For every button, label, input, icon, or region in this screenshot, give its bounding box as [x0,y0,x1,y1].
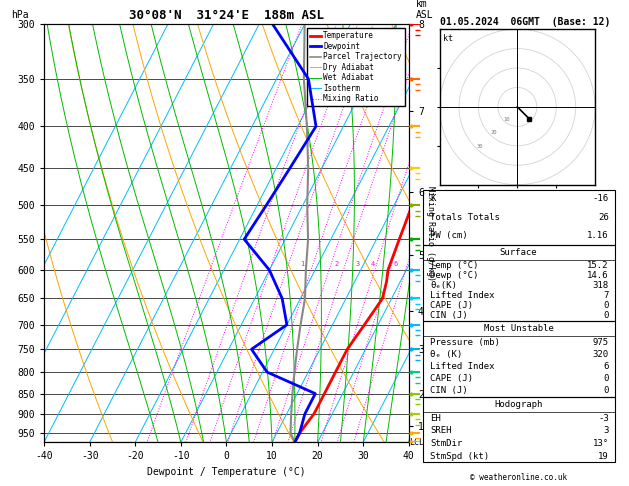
Y-axis label: Mixing Ratio (g/kg): Mixing Ratio (g/kg) [426,186,435,281]
Text: kt: kt [443,34,454,43]
Text: 1.16: 1.16 [587,231,609,241]
Text: Dewp (°C): Dewp (°C) [430,271,479,280]
Text: 26: 26 [598,213,609,222]
Text: Totals Totals: Totals Totals [430,213,500,222]
Text: 6: 6 [394,261,398,267]
Text: CIN (J): CIN (J) [430,312,468,320]
Text: 14.6: 14.6 [587,271,609,280]
Text: θₑ (K): θₑ (K) [430,350,462,359]
Text: Pressure (mb): Pressure (mb) [430,338,500,347]
Text: 0: 0 [603,312,609,320]
Text: LCL: LCL [409,438,424,447]
Text: CAPE (J): CAPE (J) [430,301,474,310]
Bar [423,321,615,397]
Text: Surface: Surface [500,248,537,257]
Text: 01.05.2024  06GMT  (Base: 12): 01.05.2024 06GMT (Base: 12) [440,17,610,27]
Text: 1: 1 [299,261,304,267]
Text: EH: EH [430,414,441,423]
Text: 6: 6 [603,362,609,371]
Text: Temp (°C): Temp (°C) [430,261,479,270]
Bar [423,397,615,463]
Text: 318: 318 [593,281,609,290]
Text: 3: 3 [355,261,360,267]
Text: 0: 0 [603,374,609,383]
Text: 320: 320 [593,350,609,359]
Text: 20: 20 [490,130,497,135]
X-axis label: Dewpoint / Temperature (°C): Dewpoint / Temperature (°C) [147,467,306,477]
Text: 2: 2 [334,261,338,267]
Text: StmSpd (kt): StmSpd (kt) [430,451,489,461]
Legend: Temperature, Dewpoint, Parcel Trajectory, Dry Adiabat, Wet Adiabat, Isotherm, Mi: Temperature, Dewpoint, Parcel Trajectory… [306,28,405,106]
Text: 0: 0 [603,301,609,310]
Text: 4: 4 [371,261,375,267]
Text: km
ASL: km ASL [416,0,434,20]
Text: CAPE (J): CAPE (J) [430,374,474,383]
Text: 7: 7 [603,291,609,300]
Text: StmDir: StmDir [430,439,462,448]
Text: 13°: 13° [593,439,609,448]
Text: 30: 30 [477,144,483,149]
Text: Most Unstable: Most Unstable [484,324,554,333]
Text: hPa: hPa [11,10,29,20]
Text: Lifted Index: Lifted Index [430,362,495,371]
Text: SREH: SREH [430,426,452,435]
Text: θₑ(K): θₑ(K) [430,281,457,290]
Text: 975: 975 [593,338,609,347]
Text: -16: -16 [593,194,609,203]
Text: -3: -3 [598,414,609,423]
Text: 15.2: 15.2 [587,261,609,270]
Text: 0: 0 [603,386,609,395]
Text: 10: 10 [504,117,510,122]
Text: PW (cm): PW (cm) [430,231,468,241]
Text: Hodograph: Hodograph [494,400,543,409]
Text: © weatheronline.co.uk: © weatheronline.co.uk [470,472,567,482]
Text: CIN (J): CIN (J) [430,386,468,395]
Text: K: K [430,194,436,203]
Title: 30°08'N  31°24'E  188m ASL: 30°08'N 31°24'E 188m ASL [129,9,324,22]
Bar [423,245,615,321]
Bar [423,190,615,245]
Text: Lifted Index: Lifted Index [430,291,495,300]
Text: 19: 19 [598,451,609,461]
Text: 3: 3 [603,426,609,435]
